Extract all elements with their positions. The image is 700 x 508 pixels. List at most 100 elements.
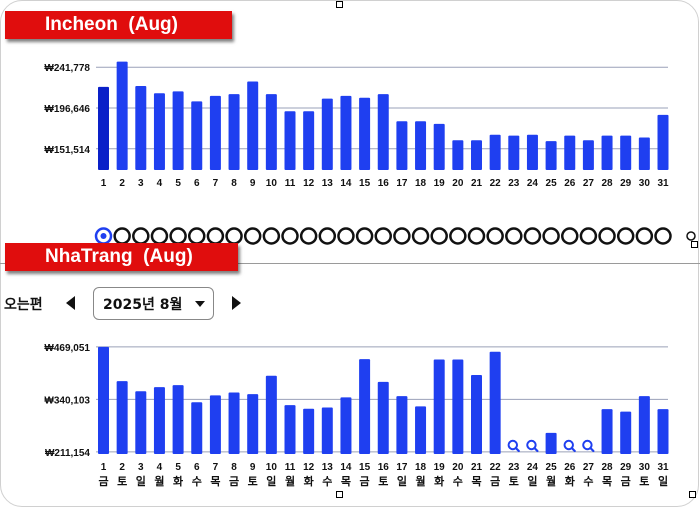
fare-bar[interactable] xyxy=(489,351,501,454)
fare-bar[interactable] xyxy=(657,409,669,454)
fare-bar[interactable] xyxy=(116,61,128,171)
search-icon[interactable] xyxy=(507,439,520,453)
weekday-label: 목 xyxy=(210,475,220,488)
date-radio[interactable] xyxy=(132,227,150,245)
date-radio[interactable] xyxy=(561,227,579,245)
fare-bar[interactable] xyxy=(228,392,240,454)
date-radio[interactable] xyxy=(467,227,486,245)
fare-bar[interactable] xyxy=(564,135,576,170)
fare-bar[interactable] xyxy=(620,135,632,170)
fare-bar[interactable] xyxy=(433,359,445,454)
date-radio[interactable] xyxy=(635,227,654,245)
date-radio[interactable] xyxy=(188,227,206,245)
fare-bar[interactable] xyxy=(265,94,277,170)
fare-bar[interactable] xyxy=(471,374,482,454)
date-radio[interactable] xyxy=(449,227,467,245)
fare-bar[interactable] xyxy=(284,111,296,170)
fare-bar[interactable] xyxy=(172,91,184,170)
prev-month-button[interactable] xyxy=(66,296,75,310)
fare-bar[interactable] xyxy=(433,123,445,170)
weekday-label: 일 xyxy=(527,474,537,488)
fare-bar[interactable] xyxy=(153,93,165,170)
date-radio[interactable] xyxy=(318,227,337,245)
fare-bar[interactable] xyxy=(601,409,613,454)
fare-bar[interactable] xyxy=(209,95,221,170)
date-radio[interactable] xyxy=(169,227,187,245)
fare-bar[interactable] xyxy=(377,381,389,454)
date-radio[interactable] xyxy=(654,227,672,245)
date-radio[interactable] xyxy=(598,227,616,245)
fare-bar[interactable] xyxy=(415,406,427,454)
date-radio[interactable] xyxy=(299,227,318,245)
fare-bar[interactable] xyxy=(601,135,613,170)
fare-bar[interactable] xyxy=(153,387,165,454)
fare-bar[interactable] xyxy=(247,394,259,454)
date-radio[interactable] xyxy=(355,227,374,245)
date-radio[interactable] xyxy=(523,227,542,245)
date-radio[interactable] xyxy=(150,227,169,245)
day-label: 16 xyxy=(378,178,390,189)
month-select[interactable]: 2025년 8월 xyxy=(93,287,214,320)
fare-bar[interactable] xyxy=(526,134,538,170)
date-radio[interactable] xyxy=(411,227,430,245)
fare-bar[interactable] xyxy=(359,359,371,454)
date-radio[interactable] xyxy=(113,227,131,245)
fare-bar[interactable] xyxy=(98,346,109,454)
date-radio[interactable] xyxy=(430,227,448,245)
fare-bar[interactable] xyxy=(471,140,482,170)
fare-bar[interactable] xyxy=(247,81,259,170)
date-radio[interactable] xyxy=(243,227,262,245)
date-radio[interactable] xyxy=(337,227,355,245)
search-icon[interactable] xyxy=(563,439,576,453)
fare-bar[interactable] xyxy=(98,86,109,170)
date-radio[interactable] xyxy=(281,227,299,245)
fare-bar[interactable] xyxy=(284,405,296,454)
date-radio[interactable] xyxy=(374,227,392,245)
fare-bar[interactable] xyxy=(657,114,669,170)
fare-bar[interactable] xyxy=(359,97,371,170)
fare-bar[interactable] xyxy=(228,94,240,170)
date-radio[interactable] xyxy=(505,227,523,245)
search-icon[interactable] xyxy=(582,439,595,453)
fare-bar[interactable] xyxy=(377,94,389,170)
date-radio[interactable] xyxy=(206,227,225,245)
fare-bar[interactable] xyxy=(545,141,557,170)
fare-bar[interactable] xyxy=(191,101,203,170)
fare-bar[interactable] xyxy=(135,391,147,454)
date-radio[interactable] xyxy=(579,227,598,245)
date-radio[interactable] xyxy=(486,227,504,245)
date-radio[interactable] xyxy=(542,227,560,245)
fare-bar[interactable] xyxy=(321,407,333,454)
fare-bar[interactable] xyxy=(545,432,557,454)
fare-bar[interactable] xyxy=(321,98,333,170)
fare-bar[interactable] xyxy=(340,95,352,170)
date-radio[interactable] xyxy=(616,227,635,245)
fare-bar[interactable] xyxy=(489,134,501,170)
fare-bar[interactable] xyxy=(340,397,352,454)
fare-bar[interactable] xyxy=(415,121,427,170)
fare-bar[interactable] xyxy=(638,396,650,454)
fare-bar[interactable] xyxy=(209,395,221,454)
fare-bar[interactable] xyxy=(452,359,464,454)
day-label: 22 xyxy=(490,462,502,473)
fare-bar[interactable] xyxy=(135,86,147,170)
fare-bar[interactable] xyxy=(191,402,203,454)
date-radio[interactable] xyxy=(262,227,281,245)
fare-bar[interactable] xyxy=(638,137,650,170)
fare-bar[interactable] xyxy=(620,411,632,454)
fare-bar[interactable] xyxy=(265,375,277,454)
fare-bar[interactable] xyxy=(303,111,315,170)
fare-bar[interactable] xyxy=(396,121,408,170)
date-radio[interactable] xyxy=(225,227,243,245)
fare-bar[interactable] xyxy=(172,385,184,454)
fare-bar[interactable] xyxy=(303,408,315,454)
fare-bar[interactable] xyxy=(396,396,408,454)
incheon-fare-chart: ₩151,514₩196,646₩241,7781금2토3일4월5화6수7목8금… xyxy=(44,61,669,189)
fare-bar[interactable] xyxy=(452,140,464,170)
fare-bar[interactable] xyxy=(508,135,520,170)
fare-bar[interactable] xyxy=(116,381,128,454)
next-month-button[interactable] xyxy=(232,296,241,310)
fare-bar[interactable] xyxy=(582,140,594,170)
search-icon[interactable] xyxy=(526,439,539,453)
date-radio[interactable] xyxy=(393,227,411,245)
